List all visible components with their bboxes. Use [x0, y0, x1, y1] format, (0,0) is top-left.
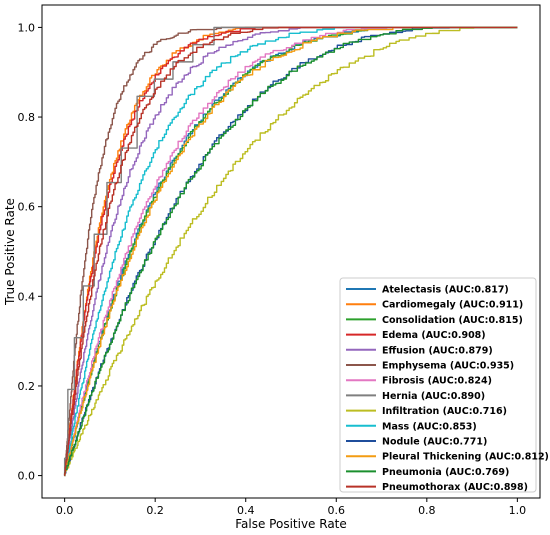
legend-entry-label: Mass (AUC:0.853) [382, 421, 477, 432]
series-line-pneumothorax [63, 26, 518, 477]
legend-entry-label: Pneumothorax (AUC:0.898) [382, 482, 528, 493]
series-line-infiltration [63, 26, 518, 477]
legend-entry-label: Infiltration (AUC:0.716) [382, 406, 507, 417]
series-line-pneumonia [63, 26, 518, 477]
y-tick-label: 0.0 [18, 470, 36, 483]
legend-entry-label: Pneumonia (AUC:0.769) [382, 467, 509, 478]
legend-box [339, 277, 537, 493]
legend-entry-label: Consolidation (AUC:0.815) [382, 315, 523, 326]
legend-entry-label: Nodule (AUC:0.771) [382, 437, 487, 448]
curves-group [63, 26, 518, 477]
y-tick-label: 0.4 [18, 290, 36, 303]
legend-entry-label: Hernia (AUC:0.890) [382, 391, 485, 402]
x-tick-label: 0.2 [146, 504, 164, 517]
y-tick-label: 0.6 [18, 201, 36, 214]
legend-entry-label: Edema (AUC:0.908) [382, 330, 486, 341]
x-tick-label: 0.4 [237, 504, 255, 517]
legend-entry-label: Atelectasis (AUC:0.817) [382, 285, 509, 296]
series-line-pleural-thickening [63, 26, 518, 477]
y-axis-ticks: 0.0 0.2 0.4 0.6 0.8 1.0 [18, 21, 42, 483]
series-line-fibrosis [63, 26, 518, 477]
y-tick-label: 1.0 [18, 21, 36, 34]
y-axis-label: True Positive Rate [3, 198, 17, 306]
x-axis-label: False Positive Rate [235, 517, 347, 531]
legend-entry-label: Fibrosis (AUC:0.824) [382, 376, 492, 387]
plot-frame [41, 4, 541, 499]
x-tick-label: 0.8 [418, 504, 436, 517]
x-tick-label: 1.0 [509, 504, 527, 517]
x-tick-label: 0.6 [328, 504, 346, 517]
legend-entry-label: Effusion (AUC:0.879) [382, 345, 493, 356]
y-tick-label: 0.8 [18, 111, 36, 124]
legend: Atelectasis (AUC:0.817) Cardiomegaly (AUC… [339, 277, 549, 493]
x-tick-label: 0.0 [56, 504, 74, 517]
series-line-mass [63, 26, 518, 477]
x-axis-ticks: 0.0 0.2 0.4 0.6 0.8 1.0 [56, 498, 526, 517]
legend-entry-label: Emphysema (AUC:0.935) [382, 361, 514, 372]
legend-entry-label: Cardiomegaly (AUC:0.911) [382, 300, 523, 311]
legend-entry-label: Pleural Thickening (AUC:0.812) [382, 452, 549, 463]
y-tick-label: 0.2 [18, 380, 36, 393]
